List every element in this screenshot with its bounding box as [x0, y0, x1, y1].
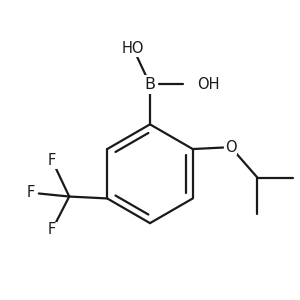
- Text: F: F: [48, 153, 56, 168]
- Text: F: F: [48, 222, 56, 237]
- Text: OH: OH: [197, 77, 220, 92]
- Text: F: F: [27, 185, 35, 200]
- Text: O: O: [225, 140, 237, 155]
- Text: B: B: [145, 77, 155, 92]
- Text: HO: HO: [122, 41, 144, 56]
